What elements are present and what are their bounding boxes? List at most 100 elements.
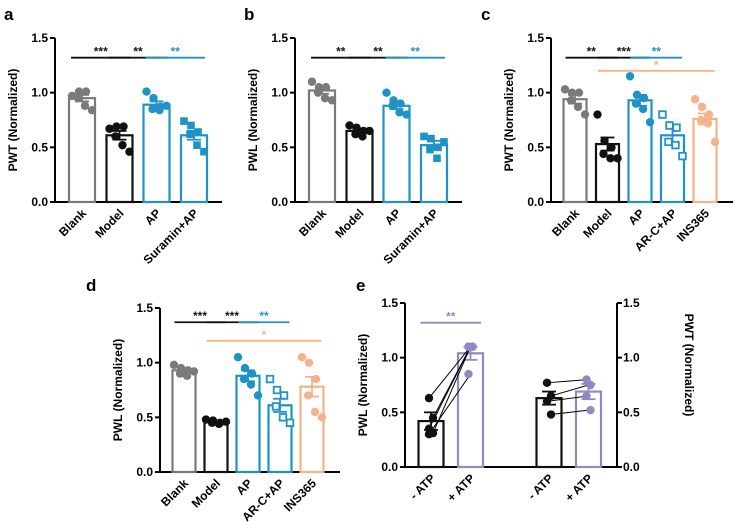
y-tick-label: 1.5 <box>381 296 398 310</box>
significance-label: ** <box>652 45 662 59</box>
y-tick-label: 1.0 <box>527 86 544 100</box>
panel-label: a <box>4 5 14 24</box>
data-point <box>187 121 195 130</box>
data-point <box>125 147 134 156</box>
data-point <box>582 391 591 401</box>
data-point <box>580 110 590 119</box>
data-point <box>574 88 584 97</box>
x-tick-label: AP <box>625 206 647 228</box>
x-tick-label: + ATP <box>562 471 595 504</box>
paired-line <box>550 409 589 416</box>
y-tick-label: 1.5 <box>136 301 153 315</box>
data-point <box>119 122 128 131</box>
y-tick-label: 0.0 <box>31 195 48 209</box>
data-point <box>303 391 313 400</box>
data-point <box>664 137 673 147</box>
bar-suramin-ap <box>419 144 449 204</box>
data-point <box>697 102 707 112</box>
bar-ap <box>627 99 653 204</box>
data-point <box>221 417 231 426</box>
data-point <box>278 413 288 422</box>
data-point <box>440 138 448 146</box>
x-tick-label: AP <box>233 476 255 498</box>
data-point <box>320 93 330 103</box>
significance-label: *** <box>617 45 631 59</box>
data-point <box>193 141 201 149</box>
data-point <box>567 88 577 97</box>
data-point <box>560 85 570 94</box>
y-tick-label: 0.0 <box>381 460 398 474</box>
bar-ap <box>235 374 261 474</box>
data-point <box>426 145 434 154</box>
x-tick-label: AP <box>142 206 164 228</box>
data-point <box>112 122 121 131</box>
data-point <box>599 149 608 159</box>
paired-line <box>546 379 589 384</box>
data-point <box>638 104 648 114</box>
y-tick-label-right: 0.5 <box>623 405 640 419</box>
data-point <box>427 134 435 143</box>
data-point <box>573 102 583 112</box>
data-point <box>200 147 208 156</box>
data-point <box>310 407 320 417</box>
data-point <box>678 151 687 161</box>
data-point <box>327 96 337 105</box>
y-tick-label: 0.5 <box>527 140 544 154</box>
bar--atp <box>456 352 485 469</box>
y-tick-label: 1.5 <box>527 31 544 45</box>
data-point <box>352 123 361 132</box>
data-point <box>639 93 649 103</box>
y-tick-label: 1.5 <box>31 31 48 45</box>
bar--atp <box>535 397 563 469</box>
y-tick-label: 1.0 <box>271 86 288 100</box>
panel-label: e <box>356 276 365 295</box>
data-point <box>703 119 713 128</box>
y-tick-label: 0.5 <box>31 140 48 154</box>
data-point <box>272 385 282 395</box>
data-point <box>80 101 90 110</box>
data-point <box>345 121 354 130</box>
y-axis-label: PWL (Normalized) <box>356 334 370 436</box>
bar-ap <box>382 104 411 204</box>
data-point <box>207 418 217 427</box>
y-tick-label: 0.0 <box>527 195 544 209</box>
data-point <box>247 369 257 378</box>
y-tick-label: 0.0 <box>136 465 153 479</box>
paired-line <box>546 395 589 402</box>
data-point <box>606 154 615 163</box>
y-tick-label: 1.5 <box>271 31 288 45</box>
data-point <box>382 88 391 97</box>
data-point <box>546 410 556 419</box>
data-point <box>631 99 641 108</box>
significance-label: ** <box>133 45 143 59</box>
data-point <box>433 154 441 163</box>
panel-e: e 0.0 0.0 0.5 0.5 1.0 1.0 1.5 1.5 PWT (Normalized… <box>356 276 696 504</box>
data-point <box>155 105 164 115</box>
data-point <box>142 87 151 96</box>
paired-line <box>428 373 471 435</box>
significance-label: ** <box>171 45 181 59</box>
x-tick-label: Model <box>332 206 366 240</box>
data-point <box>317 413 327 422</box>
data-point <box>240 363 250 373</box>
data-point <box>586 405 595 415</box>
data-point <box>434 143 442 152</box>
data-point <box>297 353 307 362</box>
data-point <box>607 143 616 152</box>
data-point <box>542 397 552 406</box>
data-point <box>424 393 434 403</box>
bar-blank <box>171 369 197 474</box>
y-tick-label: 0.5 <box>136 410 153 424</box>
data-point <box>105 124 114 133</box>
data-point <box>696 115 706 125</box>
significance-label: ** <box>411 45 421 59</box>
data-point <box>214 419 224 429</box>
data-point <box>271 402 281 411</box>
data-point <box>672 123 681 132</box>
data-point <box>395 108 404 117</box>
significance-label: *** <box>94 45 108 59</box>
data-point <box>313 88 323 97</box>
